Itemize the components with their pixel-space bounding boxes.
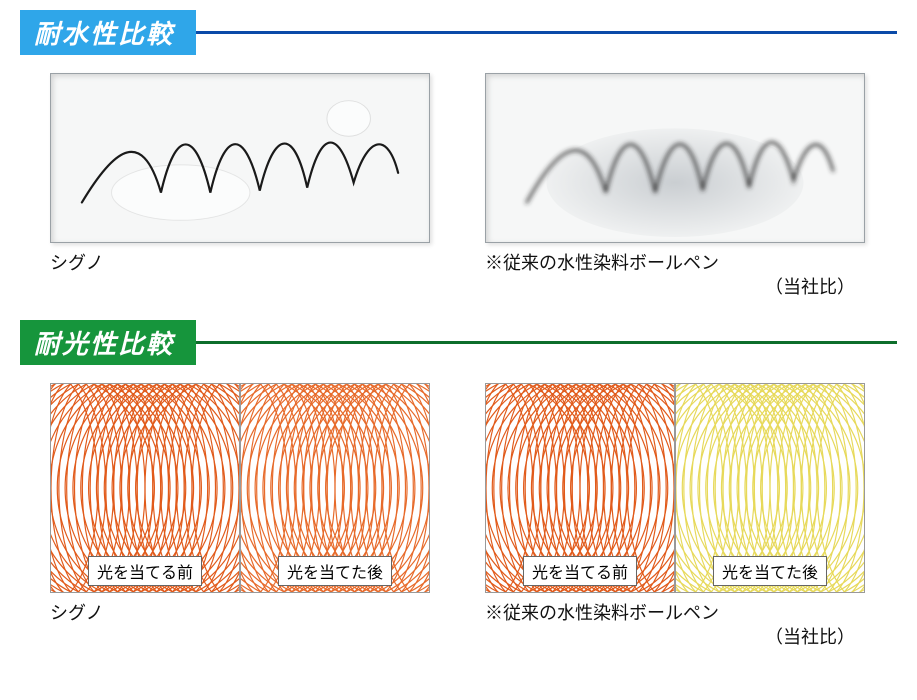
light-panels: 光を当てる前 光を当てた後 シグノ 光を当てる前 光を当てた後 xyxy=(20,383,897,650)
after-label: 光を当てた後 xyxy=(713,556,827,586)
water-right-caption: ※従来の水性染料ボールペン （当社比） xyxy=(485,251,865,300)
water-left-sample xyxy=(50,73,430,243)
after-label: 光を当てた後 xyxy=(278,556,392,586)
light-right-caption-line1: ※従来の水性染料ボールペン xyxy=(485,603,719,623)
water-panels: シグノ ※従来の水性染料ボールペン xyxy=(20,73,897,300)
water-right-caption-line2: （当社比） xyxy=(485,275,865,299)
scribble-blurred xyxy=(486,74,864,242)
light-left-pair: 光を当てる前 光を当てた後 xyxy=(50,383,430,593)
light-right-caption: ※従来の水性染料ボールペン （当社比） xyxy=(485,601,865,650)
water-heading: 耐水性比較 xyxy=(20,10,196,55)
before-label: 光を当てる前 xyxy=(88,556,202,586)
light-heading-row: 耐光性比較 xyxy=(20,320,897,365)
light-right-panel: 光を当てる前 光を当てた後 ※従来の水性染料ボールペン （当社比） xyxy=(485,383,865,650)
water-left-caption: シグノ xyxy=(50,251,430,275)
before-label: 光を当てる前 xyxy=(523,556,637,586)
water-heading-rule xyxy=(196,31,897,34)
scribble-sharp xyxy=(51,74,429,242)
light-heading-rule xyxy=(196,341,897,344)
light-heading: 耐光性比較 xyxy=(20,320,196,365)
light-left-before: 光を当てる前 xyxy=(50,383,240,593)
light-right-pair: 光を当てる前 光を当てた後 xyxy=(485,383,865,593)
light-right-caption-line2: （当社比） xyxy=(485,625,865,649)
water-right-sample xyxy=(485,73,865,243)
light-resistance-section: 耐光性比較 光を当てる前 光を当てた後 シグノ 光を当て xyxy=(20,320,897,650)
light-right-before: 光を当てる前 xyxy=(485,383,675,593)
water-right-panel: ※従来の水性染料ボールペン （当社比） xyxy=(485,73,865,300)
water-resistance-section: 耐水性比較 シグノ xyxy=(20,10,897,300)
water-right-caption-line1: ※従来の水性染料ボールペン xyxy=(485,253,719,273)
light-left-panel: 光を当てる前 光を当てた後 シグノ xyxy=(50,383,430,650)
water-heading-row: 耐水性比較 xyxy=(20,10,897,55)
water-left-panel: シグノ xyxy=(50,73,430,300)
light-left-caption: シグノ xyxy=(50,601,430,625)
light-right-after: 光を当てた後 xyxy=(675,383,865,593)
light-left-after: 光を当てた後 xyxy=(240,383,430,593)
